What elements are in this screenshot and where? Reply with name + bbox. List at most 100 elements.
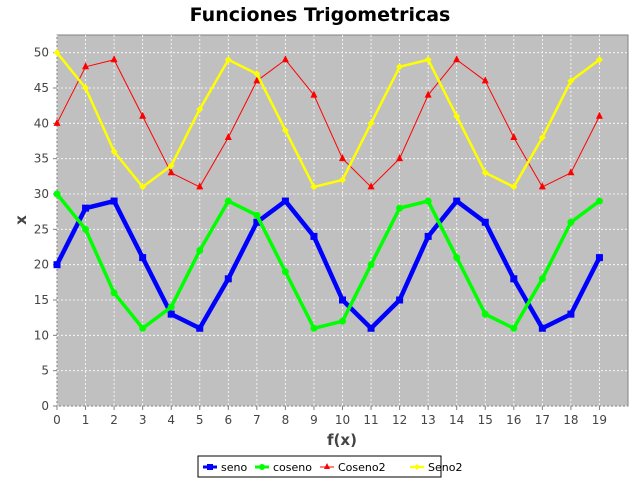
data-point <box>53 49 61 57</box>
data-point <box>510 324 518 332</box>
data-point <box>310 90 318 98</box>
series-line <box>55 192 601 331</box>
y-tick-label: 15 <box>34 293 49 307</box>
data-point <box>424 56 432 64</box>
data-point <box>414 464 420 470</box>
y-tick-label: 20 <box>34 258 49 272</box>
series-coseno <box>53 190 603 332</box>
data-point <box>281 268 289 276</box>
x-tick-label: 14 <box>449 413 464 427</box>
x-tick-label: 2 <box>110 413 118 427</box>
legend-label: Coseno2 <box>338 461 386 474</box>
data-point <box>538 133 546 141</box>
series-line <box>56 59 600 188</box>
data-point <box>110 197 118 205</box>
data-point <box>207 464 213 470</box>
data-point <box>567 310 575 318</box>
data-point <box>595 197 603 205</box>
data-point <box>453 55 461 63</box>
data-point <box>139 111 147 119</box>
data-point <box>167 310 175 318</box>
data-point <box>167 303 175 311</box>
data-point <box>253 76 261 84</box>
data-point <box>110 148 118 156</box>
y-tick-label: 30 <box>34 187 49 201</box>
data-point <box>110 55 118 63</box>
data-point <box>424 90 432 98</box>
data-point <box>595 254 603 262</box>
data-point <box>339 176 346 184</box>
x-tick-label: 16 <box>506 413 521 427</box>
data-point <box>281 55 289 63</box>
data-point <box>453 112 461 120</box>
x-tick-label: 19 <box>592 413 607 427</box>
series-line <box>54 198 602 331</box>
x-tick-label: 10 <box>335 413 350 427</box>
x-tick-label: 0 <box>53 413 61 427</box>
data-point <box>595 111 603 119</box>
y-tick-label: 45 <box>34 81 49 95</box>
legend: seno coseno Coseno2 Seno2 <box>197 455 462 478</box>
legend-box <box>197 455 442 478</box>
data-point <box>259 464 265 470</box>
chart-title: Funciones Trigometricas <box>190 4 451 26</box>
data-point <box>510 275 518 283</box>
data-point <box>424 232 432 240</box>
series-Coseno2 <box>53 55 603 190</box>
data-point <box>396 63 404 71</box>
data-point <box>453 197 461 205</box>
x-tick-label: 8 <box>282 413 290 427</box>
x-tick-label: 7 <box>253 413 261 427</box>
x-tick-label: 12 <box>392 413 407 427</box>
data-point <box>567 218 575 226</box>
data-point <box>367 261 375 269</box>
data-point <box>196 182 204 190</box>
series-line <box>56 51 601 189</box>
series-layer <box>53 49 603 332</box>
data-point <box>281 197 289 205</box>
x-tick-label: 4 <box>167 413 175 427</box>
data-point <box>196 324 204 332</box>
data-point <box>82 62 90 70</box>
x-tick-label: 3 <box>139 413 147 427</box>
data-point <box>253 218 261 226</box>
data-point <box>510 183 518 191</box>
data-point <box>310 183 318 191</box>
series-Seno2 <box>53 49 603 191</box>
y-axis-label: x <box>12 215 30 225</box>
data-point <box>424 197 432 205</box>
data-point <box>567 77 575 85</box>
x-tick-label: 15 <box>478 413 493 427</box>
data-point <box>481 218 489 226</box>
data-point <box>310 232 318 240</box>
data-point <box>481 310 489 318</box>
x-tick-label: 13 <box>421 413 436 427</box>
y-tick-label: 10 <box>34 328 49 342</box>
data-point <box>324 463 330 469</box>
data-point <box>367 324 375 332</box>
legend-item-coseno: coseno <box>255 461 312 474</box>
data-point <box>53 118 61 126</box>
legend-item-Coseno2: Coseno2 <box>320 461 386 474</box>
series-seno <box>53 197 603 332</box>
data-point <box>481 169 489 177</box>
data-point <box>196 105 204 113</box>
data-point <box>281 126 289 134</box>
data-point <box>396 154 404 162</box>
data-point <box>253 211 261 219</box>
data-point <box>396 204 404 212</box>
x-tick-label: 11 <box>363 413 378 427</box>
data-point <box>196 247 204 255</box>
data-point <box>110 289 118 297</box>
data-point <box>367 119 375 127</box>
x-axis-label: f(x) <box>327 431 357 449</box>
legend-item-Seno2: Seno2 <box>410 461 462 474</box>
legend-label: Seno2 <box>428 461 462 474</box>
data-point <box>396 296 404 304</box>
legend-label: seno <box>221 461 247 474</box>
data-point <box>139 183 147 191</box>
x-tick-label: 17 <box>535 413 550 427</box>
legend-label: coseno <box>273 461 312 474</box>
y-tick-label: 40 <box>34 116 49 130</box>
